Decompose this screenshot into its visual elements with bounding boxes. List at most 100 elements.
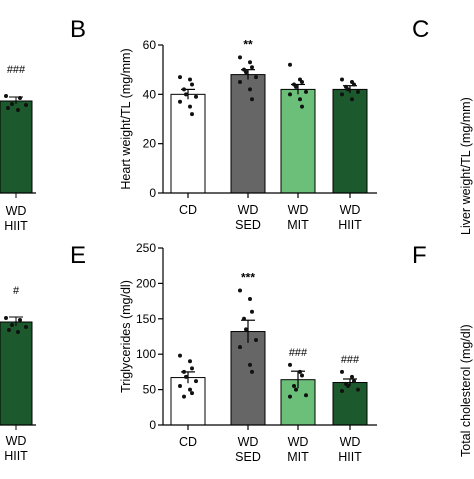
- partial-top-category-line2: HIIT: [4, 219, 28, 233]
- partial-bottom-point: [4, 316, 8, 320]
- significance-label: **: [243, 37, 253, 51]
- y-tick-label: 0: [149, 418, 156, 432]
- partial-top-point: [4, 94, 8, 98]
- data-point: [182, 394, 186, 399]
- data-point: [188, 387, 192, 392]
- partial-bottom-bar: [0, 321, 33, 426]
- bar: [280, 88, 316, 194]
- partial-bottom-point: [10, 323, 14, 327]
- y-tick-label: 60: [143, 38, 157, 52]
- y-tick-label: 200: [136, 276, 156, 290]
- data-point: [182, 369, 186, 374]
- bar: [230, 74, 266, 194]
- data-point: [340, 92, 344, 97]
- y-tick-label: 150: [136, 312, 156, 326]
- data-point: [300, 80, 304, 84]
- significance-label: ###: [341, 354, 360, 366]
- data-point: [288, 92, 292, 97]
- partial-top-significance: ###: [7, 64, 26, 76]
- data-point: [190, 112, 194, 117]
- bar: [170, 93, 206, 194]
- data-point: [288, 394, 292, 399]
- data-point: [304, 89, 308, 94]
- panel-letter-b: B: [70, 16, 86, 43]
- data-point: [242, 316, 246, 321]
- data-point: [190, 82, 194, 87]
- data-point: [188, 359, 192, 364]
- partial-bottom-point: [16, 330, 20, 334]
- data-point: [178, 99, 182, 104]
- data-point: [304, 393, 308, 398]
- data-point: [250, 97, 254, 102]
- partial-bottom-category-line1: WD: [6, 434, 27, 448]
- data-point: [238, 288, 242, 293]
- partial-bottom-category-line2: HIIT: [4, 449, 28, 463]
- data-point: [238, 345, 242, 350]
- data-point: [292, 384, 296, 389]
- partial-bottom-significance: #: [13, 285, 20, 297]
- data-point: [288, 62, 292, 67]
- data-point: [254, 75, 258, 80]
- x-category-label: HIIT: [338, 218, 362, 232]
- data-point: [352, 82, 356, 87]
- partial-bottom-point: [24, 325, 28, 329]
- panel-f-ylabel: Total cholesterol (mg/dl): [459, 324, 473, 457]
- data-point: [248, 296, 252, 301]
- partial-panel-top-left: ### WD HIIT: [0, 64, 36, 233]
- x-category-label: WD: [238, 203, 259, 217]
- panel-letter-f: F: [412, 242, 427, 269]
- x-category-label: MIT: [287, 218, 309, 232]
- x-category-label: MIT: [287, 450, 309, 464]
- data-point: [254, 338, 258, 343]
- data-point: [346, 87, 350, 92]
- y-axis-title: Heart weight/TL (mg/mm): [119, 48, 133, 189]
- data-point: [288, 362, 292, 367]
- data-point: [352, 379, 356, 384]
- data-point: [250, 369, 254, 374]
- partial-top-point: [10, 102, 14, 106]
- bar: [230, 331, 266, 426]
- data-point: [244, 70, 248, 75]
- bar: [332, 88, 368, 194]
- data-point: [238, 80, 242, 84]
- data-point: [294, 387, 298, 392]
- data-point: [238, 55, 242, 60]
- data-point: [184, 92, 188, 97]
- data-point: [182, 87, 186, 92]
- data-point: [350, 374, 354, 379]
- x-category-label: WD: [288, 435, 309, 449]
- data-point: [190, 391, 194, 396]
- data-point: [340, 77, 344, 82]
- partial-top-category-line1: WD: [6, 204, 27, 218]
- data-point: [248, 362, 252, 367]
- partial-bottom-point: [18, 318, 22, 322]
- x-category-label: CD: [179, 203, 197, 217]
- data-point: [250, 65, 254, 70]
- partial-panel-bottom-left: # WD HIIT: [0, 285, 36, 463]
- data-point: [190, 366, 194, 371]
- y-tick-label: 100: [136, 347, 156, 361]
- data-point: [298, 369, 302, 374]
- y-tick-label: 250: [136, 241, 156, 255]
- data-point: [178, 384, 182, 389]
- x-category-label: CD: [179, 435, 197, 449]
- partial-top-point: [6, 106, 10, 110]
- panel-letter-c: C: [412, 16, 429, 43]
- y-tick-label: 20: [143, 137, 157, 151]
- data-point: [188, 77, 192, 82]
- data-point: [356, 387, 360, 392]
- partial-top-bar: [0, 100, 33, 194]
- data-point: [340, 369, 344, 374]
- x-category-label: WD: [288, 203, 309, 217]
- chart-panel-e: 0 50 100 150 200 250 Triglycerides (mg/dl) CD **…: [119, 241, 377, 464]
- data-point: [340, 389, 344, 394]
- partial-top-point: [16, 108, 20, 112]
- data-point: [184, 374, 188, 379]
- data-point: [178, 353, 182, 358]
- x-category-label: WD: [340, 435, 361, 449]
- data-point: [188, 104, 192, 109]
- y-tick-label: 40: [143, 87, 157, 101]
